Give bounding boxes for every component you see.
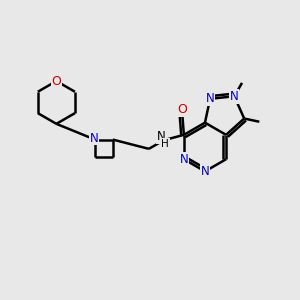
Text: N: N bbox=[201, 165, 209, 178]
Text: O: O bbox=[51, 74, 61, 88]
Text: N: N bbox=[90, 132, 98, 145]
Text: N: N bbox=[206, 92, 214, 105]
Text: N: N bbox=[230, 90, 239, 103]
Text: N: N bbox=[157, 130, 166, 143]
Text: N: N bbox=[179, 153, 188, 166]
Text: O: O bbox=[178, 103, 187, 116]
Text: H: H bbox=[161, 139, 169, 149]
